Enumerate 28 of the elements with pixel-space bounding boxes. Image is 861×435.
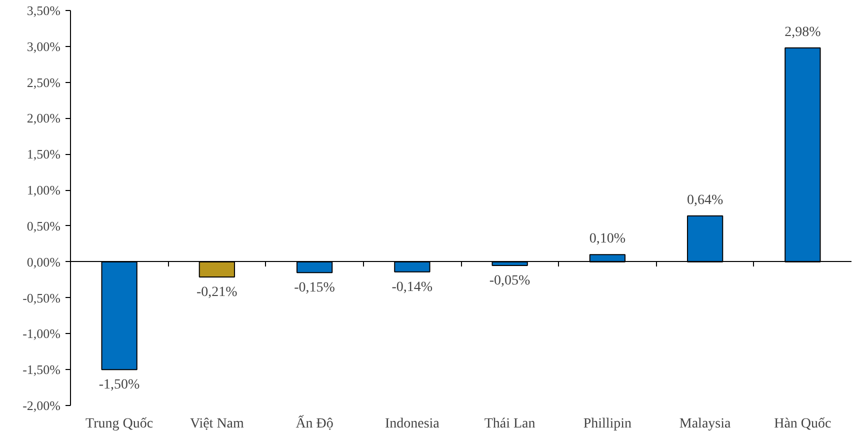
x-tick-label: Ấn Độ <box>296 414 334 432</box>
y-tick-label: 0,00% <box>26 254 61 270</box>
data-label: 2,98% <box>784 24 822 40</box>
y-tick-label: -0,50% <box>22 290 61 306</box>
x-tick-label: Thái Lan <box>484 416 536 432</box>
y-tick-label: 2,00% <box>26 110 61 126</box>
y-tick-label: -1,00% <box>22 326 61 342</box>
x-tick-label: Indonesia <box>384 416 440 432</box>
data-label: -0,14% <box>392 280 433 295</box>
x-tick-label: Trung Quốc <box>86 416 154 432</box>
data-label: 0,10% <box>589 232 626 247</box>
y-tick-label: -1,50% <box>22 362 61 378</box>
y-tick-label: 1,50% <box>26 146 61 162</box>
data-label: -0,15% <box>294 280 336 296</box>
data-label: 0,64% <box>686 192 724 208</box>
y-tick-label: 0,50% <box>26 218 61 234</box>
y-tick-label: 3,50% <box>26 3 61 18</box>
data-label: -0,05% <box>489 273 531 288</box>
x-tick-label: Malaysia <box>679 416 732 432</box>
y-tick-label: 2,50% <box>26 74 61 90</box>
data-label: -0,21% <box>196 284 238 300</box>
y-tick-label: -2,00% <box>22 398 61 413</box>
y-tick-label: 1,00% <box>26 182 61 198</box>
x-tick-label: Phillipin <box>583 416 632 432</box>
x-tick-label: Việt Nam <box>190 416 244 432</box>
data-label: -1,50% <box>98 378 140 393</box>
x-tick-label: Hàn Quốc <box>774 416 832 432</box>
y-tick-label: 3,00% <box>26 38 61 54</box>
